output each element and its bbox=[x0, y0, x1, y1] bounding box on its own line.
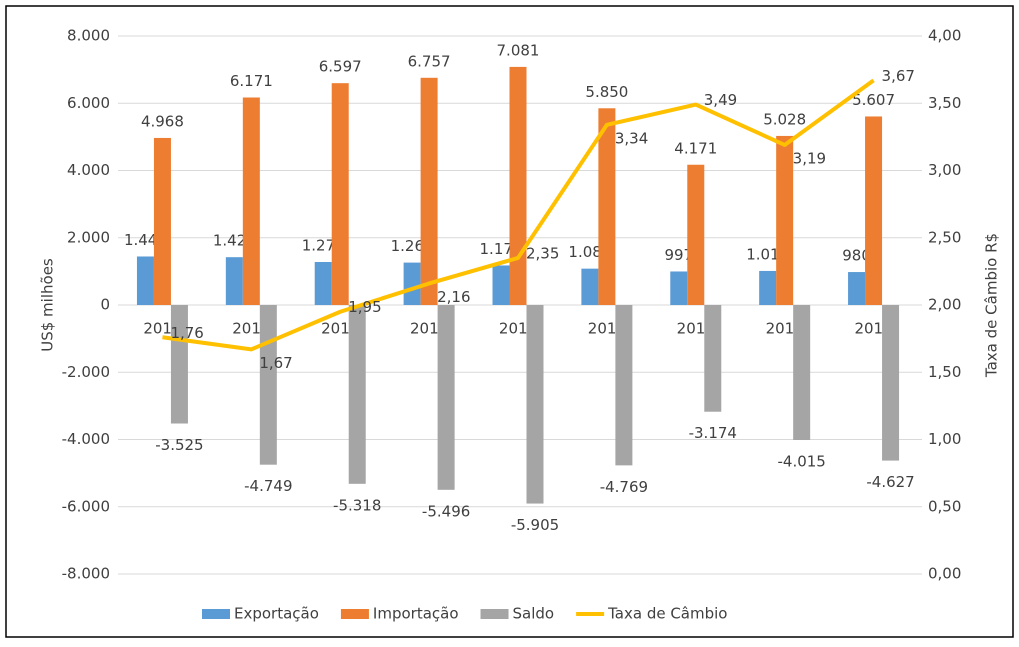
data-label: 5.850 bbox=[585, 83, 628, 101]
bar bbox=[170, 305, 188, 424]
bar bbox=[848, 272, 866, 305]
bar bbox=[437, 305, 455, 490]
bar bbox=[225, 257, 243, 305]
data-label: 3,19 bbox=[793, 149, 826, 167]
legend-label: Importação bbox=[373, 605, 459, 623]
data-label: -4.749 bbox=[244, 477, 292, 495]
data-label: 1,67 bbox=[259, 354, 292, 372]
legend-label: Exportação bbox=[234, 605, 319, 623]
bar bbox=[331, 83, 349, 305]
bar bbox=[348, 305, 366, 484]
bar bbox=[882, 305, 900, 461]
bar bbox=[615, 305, 633, 466]
data-label: -5.905 bbox=[511, 516, 559, 534]
y2-tick-label: 0,00 bbox=[928, 565, 961, 583]
line-series bbox=[162, 78, 875, 352]
data-label: 6.597 bbox=[319, 58, 362, 76]
bar bbox=[492, 265, 510, 305]
data-label: 2,35 bbox=[526, 244, 559, 262]
data-label: 1,95 bbox=[348, 298, 381, 316]
legend-swatch bbox=[340, 609, 369, 619]
legend-label: Saldo bbox=[513, 605, 555, 623]
data-label: -4.015 bbox=[777, 453, 825, 471]
bar bbox=[242, 97, 260, 305]
y2-tick-label: 0,50 bbox=[928, 497, 961, 515]
bar bbox=[259, 305, 277, 465]
data-label: -4.627 bbox=[866, 473, 914, 491]
bar bbox=[136, 256, 154, 305]
data-label: 980 bbox=[842, 247, 871, 265]
data-label: 997 bbox=[664, 246, 693, 264]
y-tick-label: 4.000 bbox=[67, 161, 110, 179]
data-label: -3.525 bbox=[155, 436, 203, 454]
y-tick-label: 6.000 bbox=[67, 94, 110, 112]
data-label: 3,34 bbox=[615, 129, 648, 147]
data-label: 4.171 bbox=[674, 139, 717, 157]
bar bbox=[865, 116, 883, 305]
y2-tick-label: 3,00 bbox=[928, 161, 961, 179]
bar bbox=[598, 108, 616, 305]
bar bbox=[314, 261, 332, 305]
data-label: 1,76 bbox=[170, 324, 203, 342]
data-label: -5.496 bbox=[422, 502, 470, 520]
bar bbox=[670, 271, 688, 305]
data-label: 5.028 bbox=[763, 110, 806, 128]
bar bbox=[581, 268, 599, 305]
y2-tick-label: 3,50 bbox=[928, 94, 961, 112]
data-label: 3,67 bbox=[882, 67, 915, 85]
bar bbox=[509, 66, 527, 306]
data-label: 4.968 bbox=[141, 112, 184, 130]
bar bbox=[526, 305, 544, 504]
y-tick-label: 0 bbox=[100, 296, 110, 314]
legend-swatch bbox=[480, 609, 509, 619]
bar bbox=[793, 305, 811, 441]
y-tick-label: -8.000 bbox=[62, 565, 110, 583]
y2-tick-label: 4,00 bbox=[928, 27, 961, 45]
data-label: 5.607 bbox=[852, 91, 895, 109]
data-label: 2,16 bbox=[437, 288, 470, 306]
bar bbox=[759, 270, 777, 305]
data-label: 7.081 bbox=[497, 41, 540, 59]
bar bbox=[420, 77, 438, 306]
bar bbox=[153, 137, 171, 305]
bar bbox=[687, 164, 705, 305]
data-label: -5.318 bbox=[333, 496, 381, 514]
legend-label: Taxa de Câmbio bbox=[607, 605, 727, 623]
y2-tick-label: 2,00 bbox=[928, 296, 961, 314]
y-tick-label: -2.000 bbox=[62, 363, 110, 381]
y-tick-label: -6.000 bbox=[62, 497, 110, 515]
y2-tick-label: 1,00 bbox=[928, 430, 961, 448]
y-tick-label: 2.000 bbox=[67, 228, 110, 246]
data-label: -3.174 bbox=[689, 424, 737, 442]
y-axis-label: US$ milhões bbox=[39, 258, 57, 352]
y2-tick-label: 2,50 bbox=[928, 228, 961, 246]
y-tick-label: 8.000 bbox=[67, 27, 110, 45]
y2-tick-label: 1,50 bbox=[928, 363, 961, 381]
data-label: 6.757 bbox=[408, 52, 451, 70]
bar bbox=[403, 262, 421, 305]
data-label: -4.769 bbox=[600, 478, 648, 496]
bar bbox=[776, 135, 794, 305]
legend-swatch bbox=[202, 609, 230, 619]
bar bbox=[704, 305, 722, 412]
y2-axis-label: Taxa de Câmbio R$ bbox=[983, 233, 1001, 378]
data-label: 6.171 bbox=[230, 72, 273, 90]
data-label: 3,49 bbox=[704, 91, 737, 109]
y-tick-label: -4.000 bbox=[62, 430, 110, 448]
